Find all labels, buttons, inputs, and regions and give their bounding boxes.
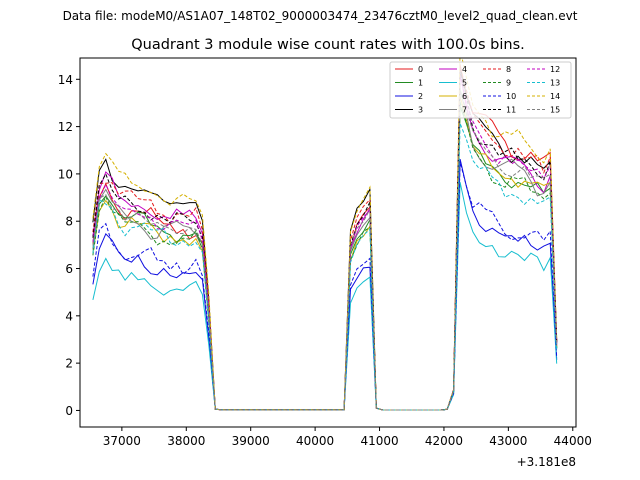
legend-label: 3 [418,106,423,115]
legend-entry-3: 3 [395,106,423,115]
legend-entry-14: 14 [527,92,560,101]
series-line-12 [92,75,558,411]
series-line-9 [92,101,558,411]
plot-area: 37000 38000 39000 40000 41000 42000 43000 44000… [58,57,592,448]
y-tick-label: 6 [65,262,73,276]
series-line-2 [92,158,558,411]
x-tick-label: 37000 [103,434,141,448]
legend-label: 15 [550,106,560,115]
legend-entry-2: 2 [395,92,423,101]
legend-label: 6 [462,92,467,101]
series-line-13 [92,123,558,411]
legend-label: 0 [418,65,423,74]
legend-entry-15: 15 [527,106,560,115]
legend-entry-1: 1 [395,79,423,88]
y-tick-label: 8 [65,215,73,229]
y-tick-label: 2 [65,357,73,371]
legend-entry-0: 0 [395,65,423,74]
legend-label: 5 [462,79,467,88]
legend-label: 4 [462,65,467,74]
legend-label: 8 [506,65,511,74]
legend-entry-5: 5 [439,79,467,88]
legend-label: 10 [506,92,516,101]
x-tick-label: 44000 [554,434,592,448]
legend-label: 12 [550,65,560,74]
legend-label: 14 [550,92,560,101]
series-line-1 [92,106,558,411]
legend-entry-10: 10 [483,92,516,101]
y-tick-label: 10 [58,167,73,181]
x-tick-label: 38000 [167,434,205,448]
x-tick-label: 42000 [425,434,463,448]
legend-entry-11: 11 [483,106,516,115]
series-line-15 [92,89,558,411]
y-tick-label: 4 [65,309,73,323]
x-tick-label: 39000 [232,434,270,448]
legend-entry-7: 7 [439,106,467,115]
y-tick-label: 14 [58,73,73,87]
series-line-5 [92,182,558,411]
legend-label: 7 [462,106,467,115]
legend-entry-6: 6 [439,92,467,101]
y-tick-label: 12 [58,120,73,134]
legend-label: 11 [506,106,516,115]
series-line-3 [92,67,558,411]
legend-label: 9 [506,79,511,88]
axes-frame [79,57,577,428]
legend-entry-8: 8 [483,65,511,74]
data-file-caption: Data file: modeM0/AS1A07_148T02_90000034… [63,9,578,23]
series-line-7 [92,90,558,411]
legend-label: 1 [418,79,423,88]
legend-label: 13 [550,79,560,88]
series-lines [92,58,558,411]
legend-box [389,61,572,119]
x-offset-label: +3.181e8 [517,455,576,469]
x-tick-label: 40000 [296,434,334,448]
legend-entry-4: 4 [439,65,467,74]
x-tick-label: 43000 [489,434,527,448]
legend-label: 2 [418,92,423,101]
series-line-6 [92,96,558,411]
legend-entry-13: 13 [527,79,560,88]
y-tick-label: 0 [65,404,73,418]
chart-title: Quadrant 3 module wise count rates with … [131,37,525,53]
legend-entry-9: 9 [483,79,511,88]
legend-entry-12: 12 [527,65,560,74]
x-tick-label: 41000 [360,434,398,448]
